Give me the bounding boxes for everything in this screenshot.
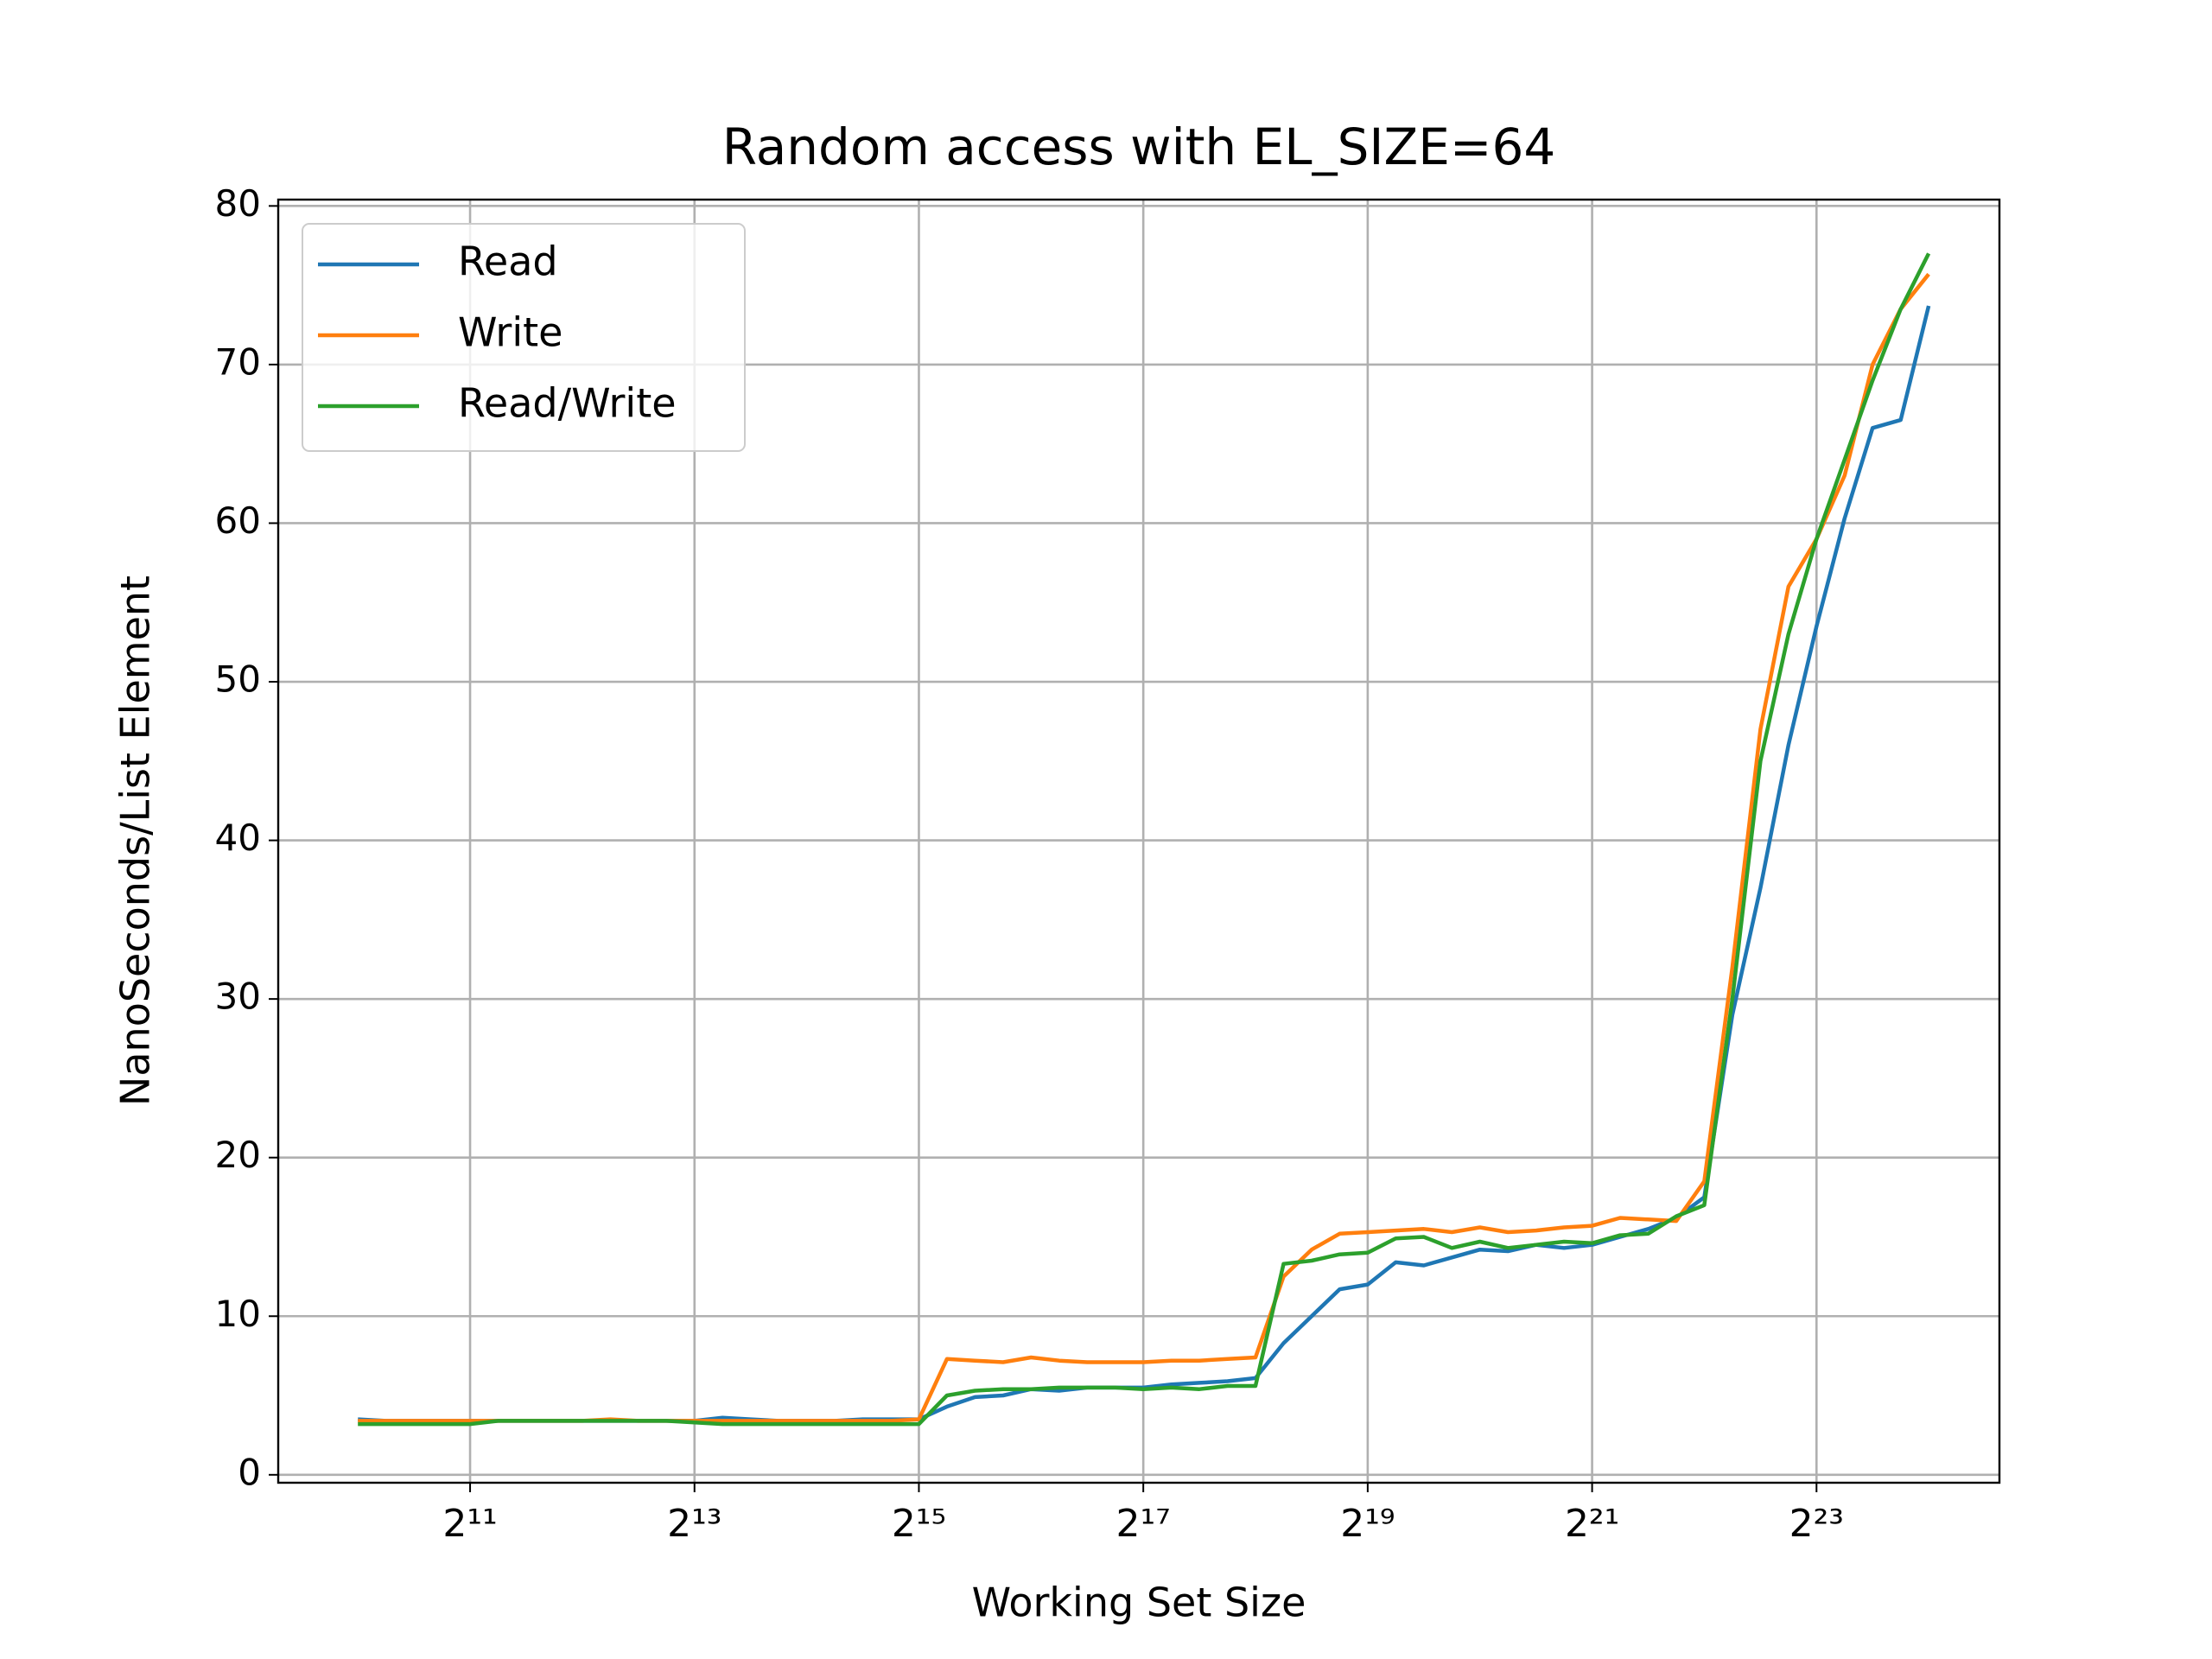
- chart-title: Random access with EL_SIZE=64: [722, 118, 1556, 176]
- y-tick-label: 80: [215, 182, 261, 225]
- legend-label: Read/Write: [458, 380, 677, 427]
- y-tick-label: 60: [215, 499, 261, 542]
- legend-box: [302, 223, 746, 452]
- x-tick-label: 2²¹: [1565, 1502, 1619, 1546]
- x-axis-label: Working Set Size: [972, 1580, 1306, 1626]
- x-tick-label: 2²³: [1789, 1502, 1844, 1546]
- y-axis-label: NanoSeconds/List Element: [112, 575, 159, 1106]
- x-tick-label: 2¹⁷: [1116, 1502, 1171, 1546]
- x-tick-label: 2¹⁹: [1340, 1502, 1395, 1546]
- y-tick-label: 0: [238, 1451, 261, 1493]
- legend-label: Read: [458, 238, 558, 285]
- series-line: [358, 252, 1931, 1427]
- x-tick-label: 2¹¹: [442, 1502, 497, 1546]
- y-tick-label: 70: [215, 340, 261, 383]
- y-tick-label: 40: [215, 817, 261, 859]
- x-tick-label: 2¹⁵: [892, 1502, 946, 1546]
- legend-label: Write: [458, 309, 563, 356]
- plot-frame: [276, 198, 2001, 1484]
- y-tick-label: 20: [215, 1134, 261, 1176]
- y-tick-label: 50: [215, 658, 261, 701]
- x-tick-label: 2¹³: [667, 1502, 721, 1546]
- y-tick-label: 30: [215, 976, 261, 1018]
- y-tick-label: 10: [215, 1293, 261, 1335]
